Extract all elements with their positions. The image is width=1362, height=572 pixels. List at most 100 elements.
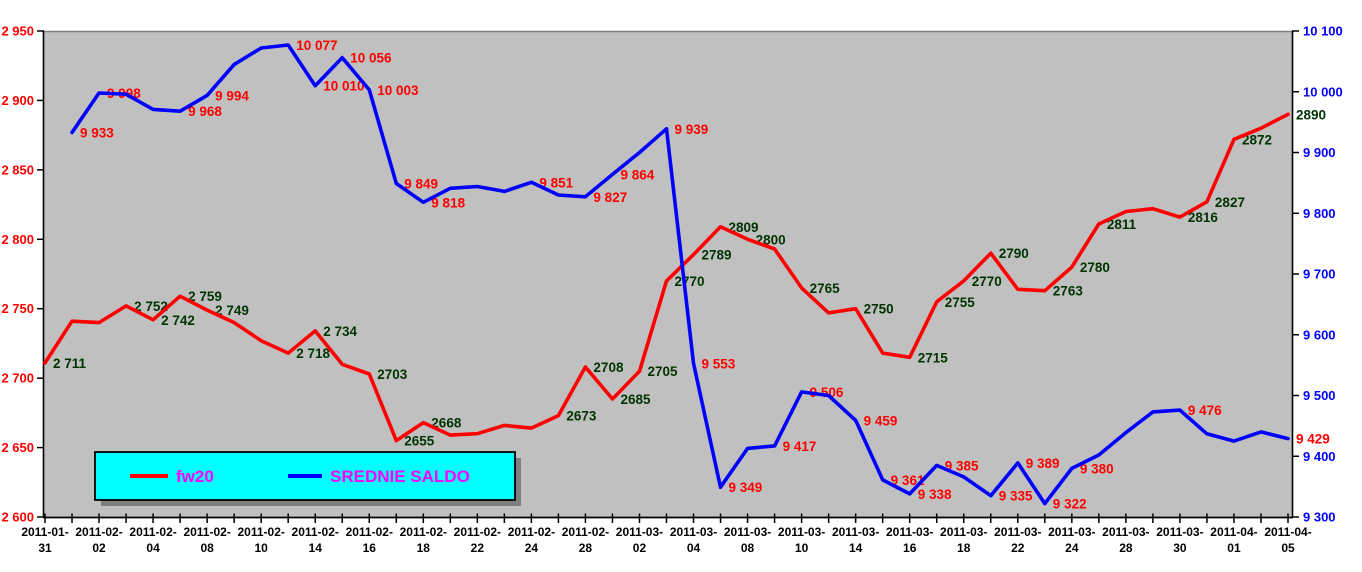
- x-axis-date-label: 2011-03-08: [724, 525, 771, 555]
- left-axis-tick-label: 2 800: [1, 232, 34, 247]
- data-label-fw20: 2789: [702, 248, 732, 263]
- data-label-fw20: 2 734: [323, 324, 357, 339]
- x-axis-date-label: 2011-03-14: [832, 525, 879, 555]
- x-axis-date-label: 2011-03-28: [1102, 525, 1149, 555]
- data-label-srednie-saldo: 10 056: [350, 51, 392, 66]
- plot-group: 2 600 2 650 2 700 2 750 2 800 2 850 2 900 2 950…: [1, 24, 1342, 556]
- x-axis-date-label: 2011-02-10: [237, 525, 284, 555]
- left-axis-tick-label: 2 600: [1, 510, 34, 525]
- x-axis-date-label: 2011-02-02: [75, 525, 122, 555]
- x-axis-date-label: 2011-03-16: [886, 525, 933, 555]
- data-label-fw20: 2770: [675, 274, 705, 289]
- right-axis-tick-label: 10 100: [1303, 24, 1343, 39]
- data-label-srednie-saldo: 9 506: [810, 385, 844, 400]
- data-label-srednie-saldo: 9 380: [1080, 461, 1114, 476]
- data-label-fw20: 2811: [1107, 217, 1137, 232]
- data-label-srednie-saldo: 9 827: [593, 190, 627, 205]
- legend-label-fw20: fw20: [176, 467, 214, 486]
- data-label-srednie-saldo: 10 003: [377, 83, 419, 98]
- right-axis-tick-label: 9 700: [1303, 267, 1336, 282]
- x-axis-date-label: 2011-02-22: [454, 525, 501, 555]
- data-label-fw20: 2750: [864, 302, 894, 317]
- data-label-srednie-saldo: 9 851: [539, 175, 573, 190]
- data-label-fw20: 2890: [1296, 107, 1326, 122]
- x-axis-date-label: 2011-03-30: [1156, 525, 1203, 555]
- data-label-fw20: 2872: [1242, 132, 1272, 147]
- right-axis-tick-label: 9 600: [1303, 327, 1336, 342]
- right-axis-tick-label: 9 900: [1303, 145, 1336, 160]
- data-label-fw20: 2705: [647, 364, 678, 379]
- x-axis-date-label: 2011-03-22: [994, 525, 1041, 555]
- left-axis-tick-label: 2 850: [1, 162, 34, 177]
- data-label-fw20: 2 711: [53, 356, 87, 371]
- x-axis-date-label: 2011-02-24: [508, 525, 555, 555]
- right-axis-tick-label: 10 000: [1303, 84, 1343, 99]
- right-axis-tick-label: 9 300: [1303, 510, 1336, 525]
- data-label-fw20: 2 749: [215, 303, 249, 318]
- left-axis-tick-label: 2 650: [1, 440, 34, 455]
- data-label-fw20: 2 718: [296, 346, 330, 361]
- data-label-srednie-saldo: 9 338: [918, 487, 952, 502]
- data-label-srednie-saldo: 9 849: [404, 176, 438, 191]
- x-axis-date-label: 2011-02-14: [292, 525, 339, 555]
- data-label-srednie-saldo: 10 077: [296, 38, 337, 53]
- data-label-fw20: 2809: [729, 220, 759, 235]
- x-axis-date-label: 2011-02-28: [562, 525, 609, 555]
- data-label-srednie-saldo: 9 933: [80, 125, 114, 140]
- data-label-fw20: 2790: [999, 246, 1029, 261]
- x-axis-date-label: 2011-03-18: [940, 525, 987, 555]
- data-label-srednie-saldo: 10 010: [323, 79, 364, 94]
- data-label-srednie-saldo: 9 476: [1188, 403, 1222, 418]
- series-line-srednie-saldo: [70, 43, 1290, 506]
- data-label-fw20: 2 742: [161, 313, 195, 328]
- data-label-fw20: 2765: [810, 281, 841, 296]
- data-label-fw20: 2673: [566, 409, 597, 424]
- data-label-fw20: 2755: [945, 295, 976, 310]
- data-label-srednie-saldo: 9 968: [188, 104, 222, 119]
- data-label-fw20: 2668: [431, 416, 462, 431]
- data-label-srednie-saldo: 9 389: [1026, 456, 1060, 471]
- x-axis-date-label: 2011-03-10: [778, 525, 825, 555]
- data-label-srednie-saldo: 9 322: [1053, 497, 1087, 512]
- x-axis-date-label: 2011-03-04: [670, 525, 717, 555]
- x-axis-date-label: 2011-02-16: [346, 525, 393, 555]
- data-label-srednie-saldo: 9 361: [891, 473, 925, 488]
- data-label-srednie-saldo: 9 864: [620, 167, 654, 182]
- data-label-fw20: 2708: [593, 360, 624, 375]
- data-label-srednie-saldo: 9 553: [702, 356, 736, 371]
- data-label-fw20: 2827: [1215, 195, 1245, 210]
- data-label-fw20: 2816: [1188, 210, 1219, 225]
- data-label-srednie-saldo: 9 385: [945, 458, 979, 473]
- data-label-fw20: 2655: [404, 434, 435, 449]
- x-axis-date-label: 2011-04-05: [1264, 525, 1311, 555]
- left-axis-tick-label: 2 700: [1, 371, 34, 386]
- left-axis-tick-label: 2 900: [1, 93, 34, 108]
- left-axis-tick-label: 2 750: [1, 301, 34, 316]
- data-label-srednie-saldo: 9 994: [215, 88, 249, 103]
- data-label-fw20: 2763: [1053, 284, 1084, 299]
- data-label-fw20: 2703: [377, 367, 408, 382]
- data-label-fw20: 2770: [972, 274, 1002, 289]
- data-label-srednie-saldo: 9 429: [1296, 432, 1330, 447]
- data-label-fw20: 2715: [918, 350, 949, 365]
- series-line-fw20: [43, 112, 1290, 443]
- data-label-srednie-saldo: 9 335: [999, 489, 1033, 504]
- data-label-srednie-saldo: 9 459: [864, 413, 898, 428]
- x-axis-date-label: 2011-01-31: [21, 525, 68, 555]
- x-axis-date-label: 2011-03-24: [1048, 525, 1095, 555]
- data-label-srednie-saldo: 9 818: [431, 195, 465, 210]
- legend: fw20 SREDNIE SALDO: [94, 451, 521, 506]
- right-axis-tick-label: 9 500: [1303, 388, 1336, 403]
- data-label-fw20: 2 752: [134, 299, 168, 314]
- x-axis-date-label: 2011-02-08: [183, 525, 230, 555]
- x-axis-date-label: 2011-04-01: [1210, 525, 1257, 555]
- x-axis-date-label: 2011-02-18: [400, 525, 447, 555]
- right-axis-tick-label: 9 400: [1303, 449, 1336, 464]
- data-label-fw20: 2685: [620, 392, 651, 407]
- data-label-srednie-saldo: 9 349: [729, 480, 763, 495]
- legend-label-srednie-saldo: SREDNIE SALDO: [330, 467, 470, 486]
- right-axis-tick-label: 9 800: [1303, 206, 1336, 221]
- data-label-fw20: 2780: [1080, 260, 1110, 275]
- data-label-fw20: 2 759: [188, 289, 222, 304]
